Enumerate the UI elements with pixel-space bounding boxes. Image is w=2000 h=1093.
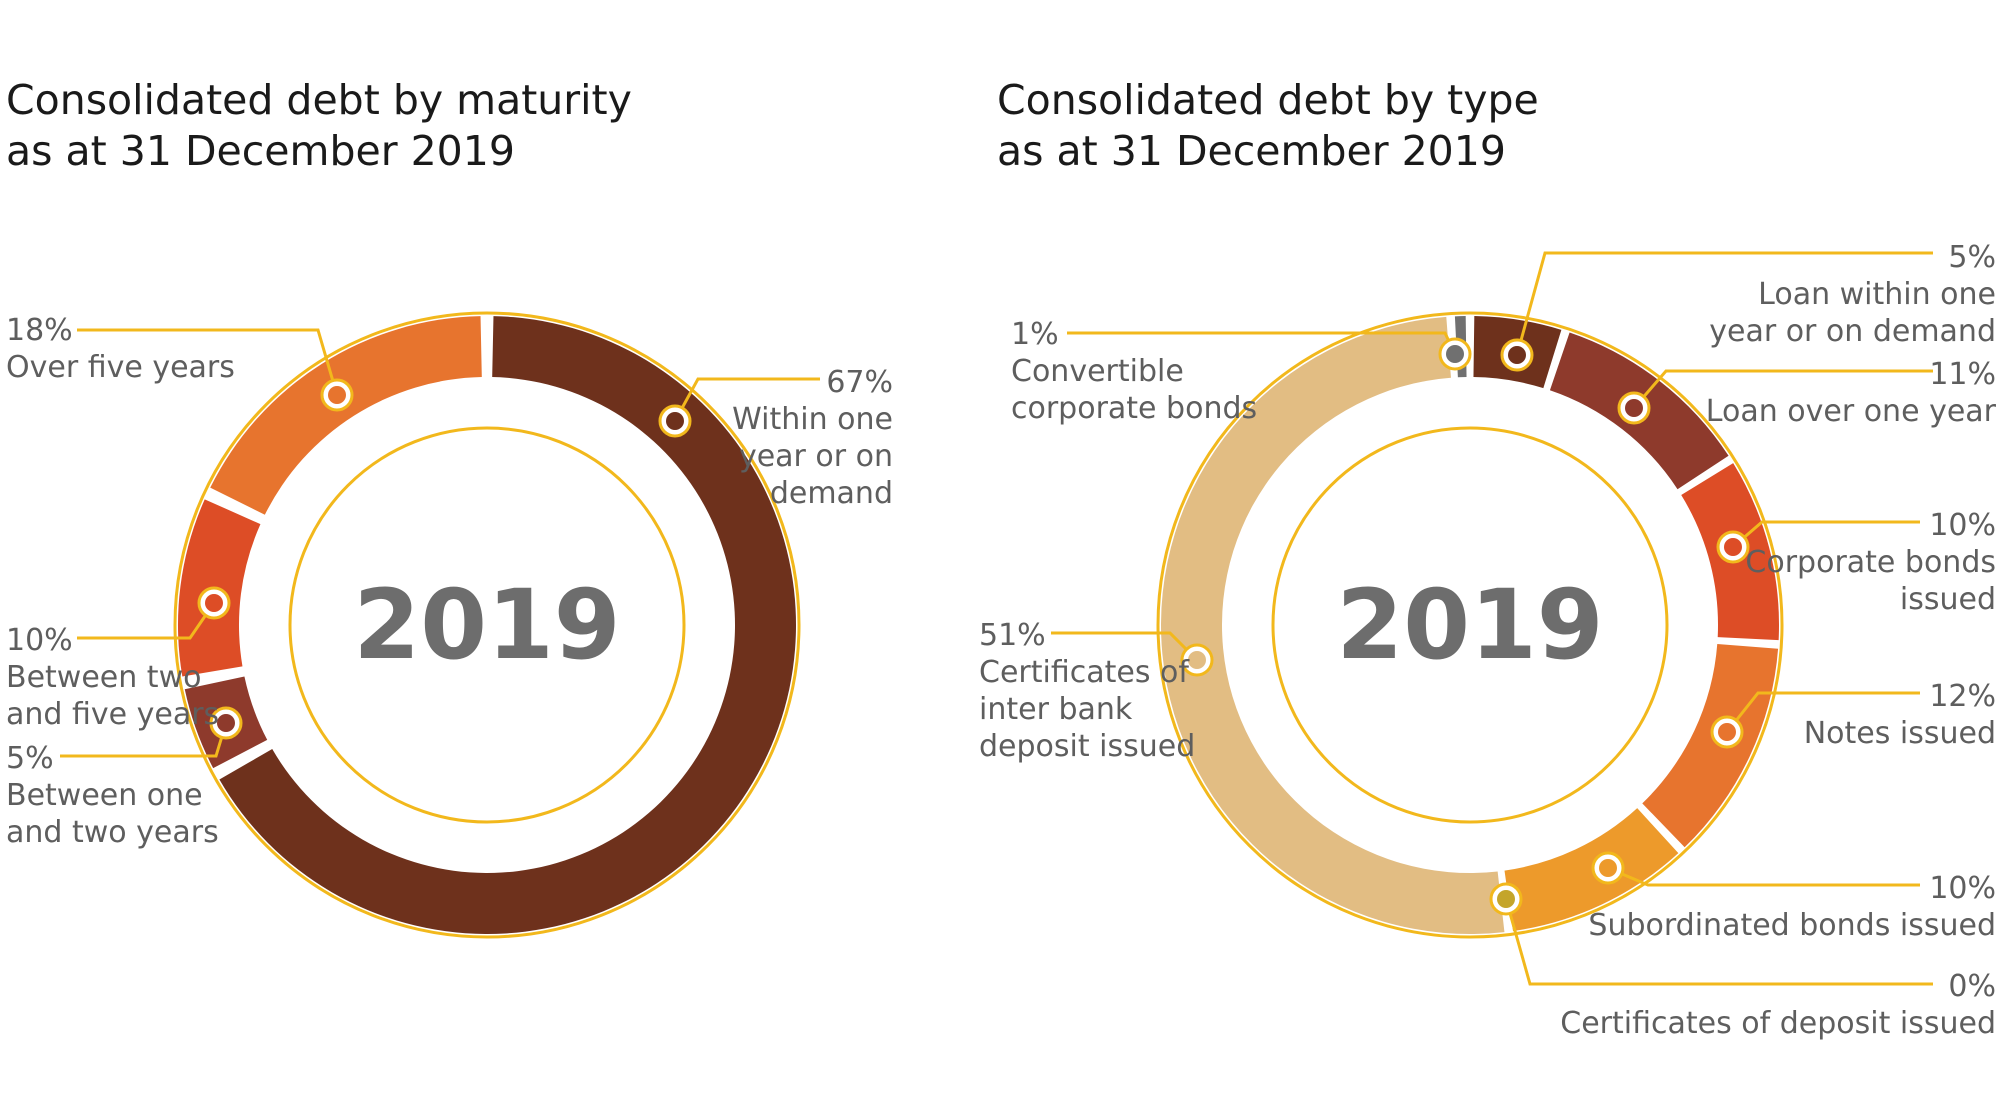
marker-dot-4 <box>328 386 346 404</box>
value-label: 11% <box>1929 357 1996 392</box>
value-label: 18% <box>6 313 73 348</box>
data-label-2: 5% Between one and two years <box>6 741 219 850</box>
marker-dot-1 <box>666 412 684 430</box>
type-chart: Consolidated debt by type as at 31 Decem… <box>979 76 1997 1041</box>
type-chart-title: Consolidated debt by type <box>997 76 1539 124</box>
data-label-4: 12% Notes issued <box>1804 679 1996 751</box>
category-label: Corporate bonds <box>1745 545 1996 580</box>
slice-7 <box>1161 316 1505 934</box>
maturity-chart-title: Consolidated debt by maturity <box>6 76 632 124</box>
type-center-label: 2019 <box>1336 569 1603 681</box>
leader-line-6 <box>1504 898 1933 986</box>
value-label: 5% <box>6 741 54 776</box>
value-label: 10% <box>1929 508 1996 543</box>
value-label: 51% <box>979 618 1046 653</box>
leader-line-4 <box>77 328 339 396</box>
type-chart-subtitle: as at 31 December 2019 <box>997 127 1506 175</box>
inner-ring <box>288 426 686 824</box>
data-label-1: 5% Loan within one year or on demand <box>1709 240 1996 349</box>
leader-line-4 <box>1725 691 1920 733</box>
value-label: 10% <box>1929 871 1996 906</box>
category-label: year or on <box>739 439 893 474</box>
category-label: Within one <box>732 402 893 437</box>
data-label-2: 11% Loan over one year <box>1706 357 1997 429</box>
marker-dot-3 <box>205 594 223 612</box>
marker-dot-2 <box>217 714 235 732</box>
value-label: 12% <box>1929 679 1996 714</box>
value-label: 10% <box>6 623 73 658</box>
category-label: corporate bonds <box>1011 391 1257 426</box>
data-label-1: 67% Within one year or on demand <box>732 365 893 511</box>
category-label: Over five years <box>6 350 235 385</box>
outer-ring <box>1156 311 1784 939</box>
data-label-3: 10% Corporate bonds issued <box>1745 508 1996 617</box>
category-label: demand <box>770 476 893 511</box>
category-label: inter bank <box>979 692 1133 727</box>
marker-dot-7 <box>1188 651 1206 669</box>
maturity-chart-subtitle: as at 31 December 2019 <box>6 127 515 175</box>
data-label-5: 10% Subordinated bonds issued <box>1588 871 1996 943</box>
outer-ring <box>173 311 801 939</box>
category-label: and five years <box>6 697 219 732</box>
data-label-3: 10% Between two and five years <box>6 623 219 732</box>
category-label: year or on demand <box>1709 314 1996 349</box>
inner-ring <box>1271 426 1669 824</box>
leader-line-1 <box>1515 251 1933 356</box>
maturity-center-label: 2019 <box>353 569 620 681</box>
maturity-chart: Consolidated debt by maturity as at 31 D… <box>6 76 893 939</box>
marker-dot-5 <box>1599 859 1617 877</box>
value-label: 0% <box>1948 969 1996 1004</box>
category-label: Convertible <box>1011 354 1184 389</box>
category-label: Certificates of deposit issued <box>1560 1006 1996 1041</box>
category-label: and two years <box>6 815 219 850</box>
category-label: Notes issued <box>1804 716 1996 751</box>
category-label: Loan within one <box>1758 277 1996 312</box>
marker-dot-2 <box>1625 399 1643 417</box>
data-label-6: 0% Certificates of deposit issued <box>1560 969 1996 1041</box>
value-label: 1% <box>1011 317 1059 352</box>
category-label: Certificates of <box>979 655 1190 690</box>
slice-4 <box>1642 644 1779 848</box>
marker-dot-1 <box>1508 346 1526 364</box>
value-label: 5% <box>1948 240 1996 275</box>
value-label: 67% <box>826 365 893 400</box>
data-label-7: 51% Certificates of inter bank deposit issu… <box>979 618 1195 764</box>
marker-dot-4 <box>1718 723 1736 741</box>
marker-dot-3 <box>1724 538 1742 556</box>
category-label: Loan over one year <box>1706 394 1997 429</box>
category-label: Subordinated bonds issued <box>1588 908 1996 943</box>
data-label-4: 18% Over five years <box>6 313 235 385</box>
category-label: deposit issued <box>979 729 1195 764</box>
slice-5 <box>1504 808 1679 931</box>
marker-dot-6 <box>1497 890 1515 908</box>
category-label: Between one <box>6 778 203 813</box>
slice-4 <box>210 316 482 515</box>
marker-dot-8 <box>1446 345 1464 363</box>
category-label: Between two <box>6 660 201 695</box>
data-label-8: 1% Convertible corporate bonds <box>1011 317 1257 426</box>
category-label: issued <box>1900 582 1996 617</box>
